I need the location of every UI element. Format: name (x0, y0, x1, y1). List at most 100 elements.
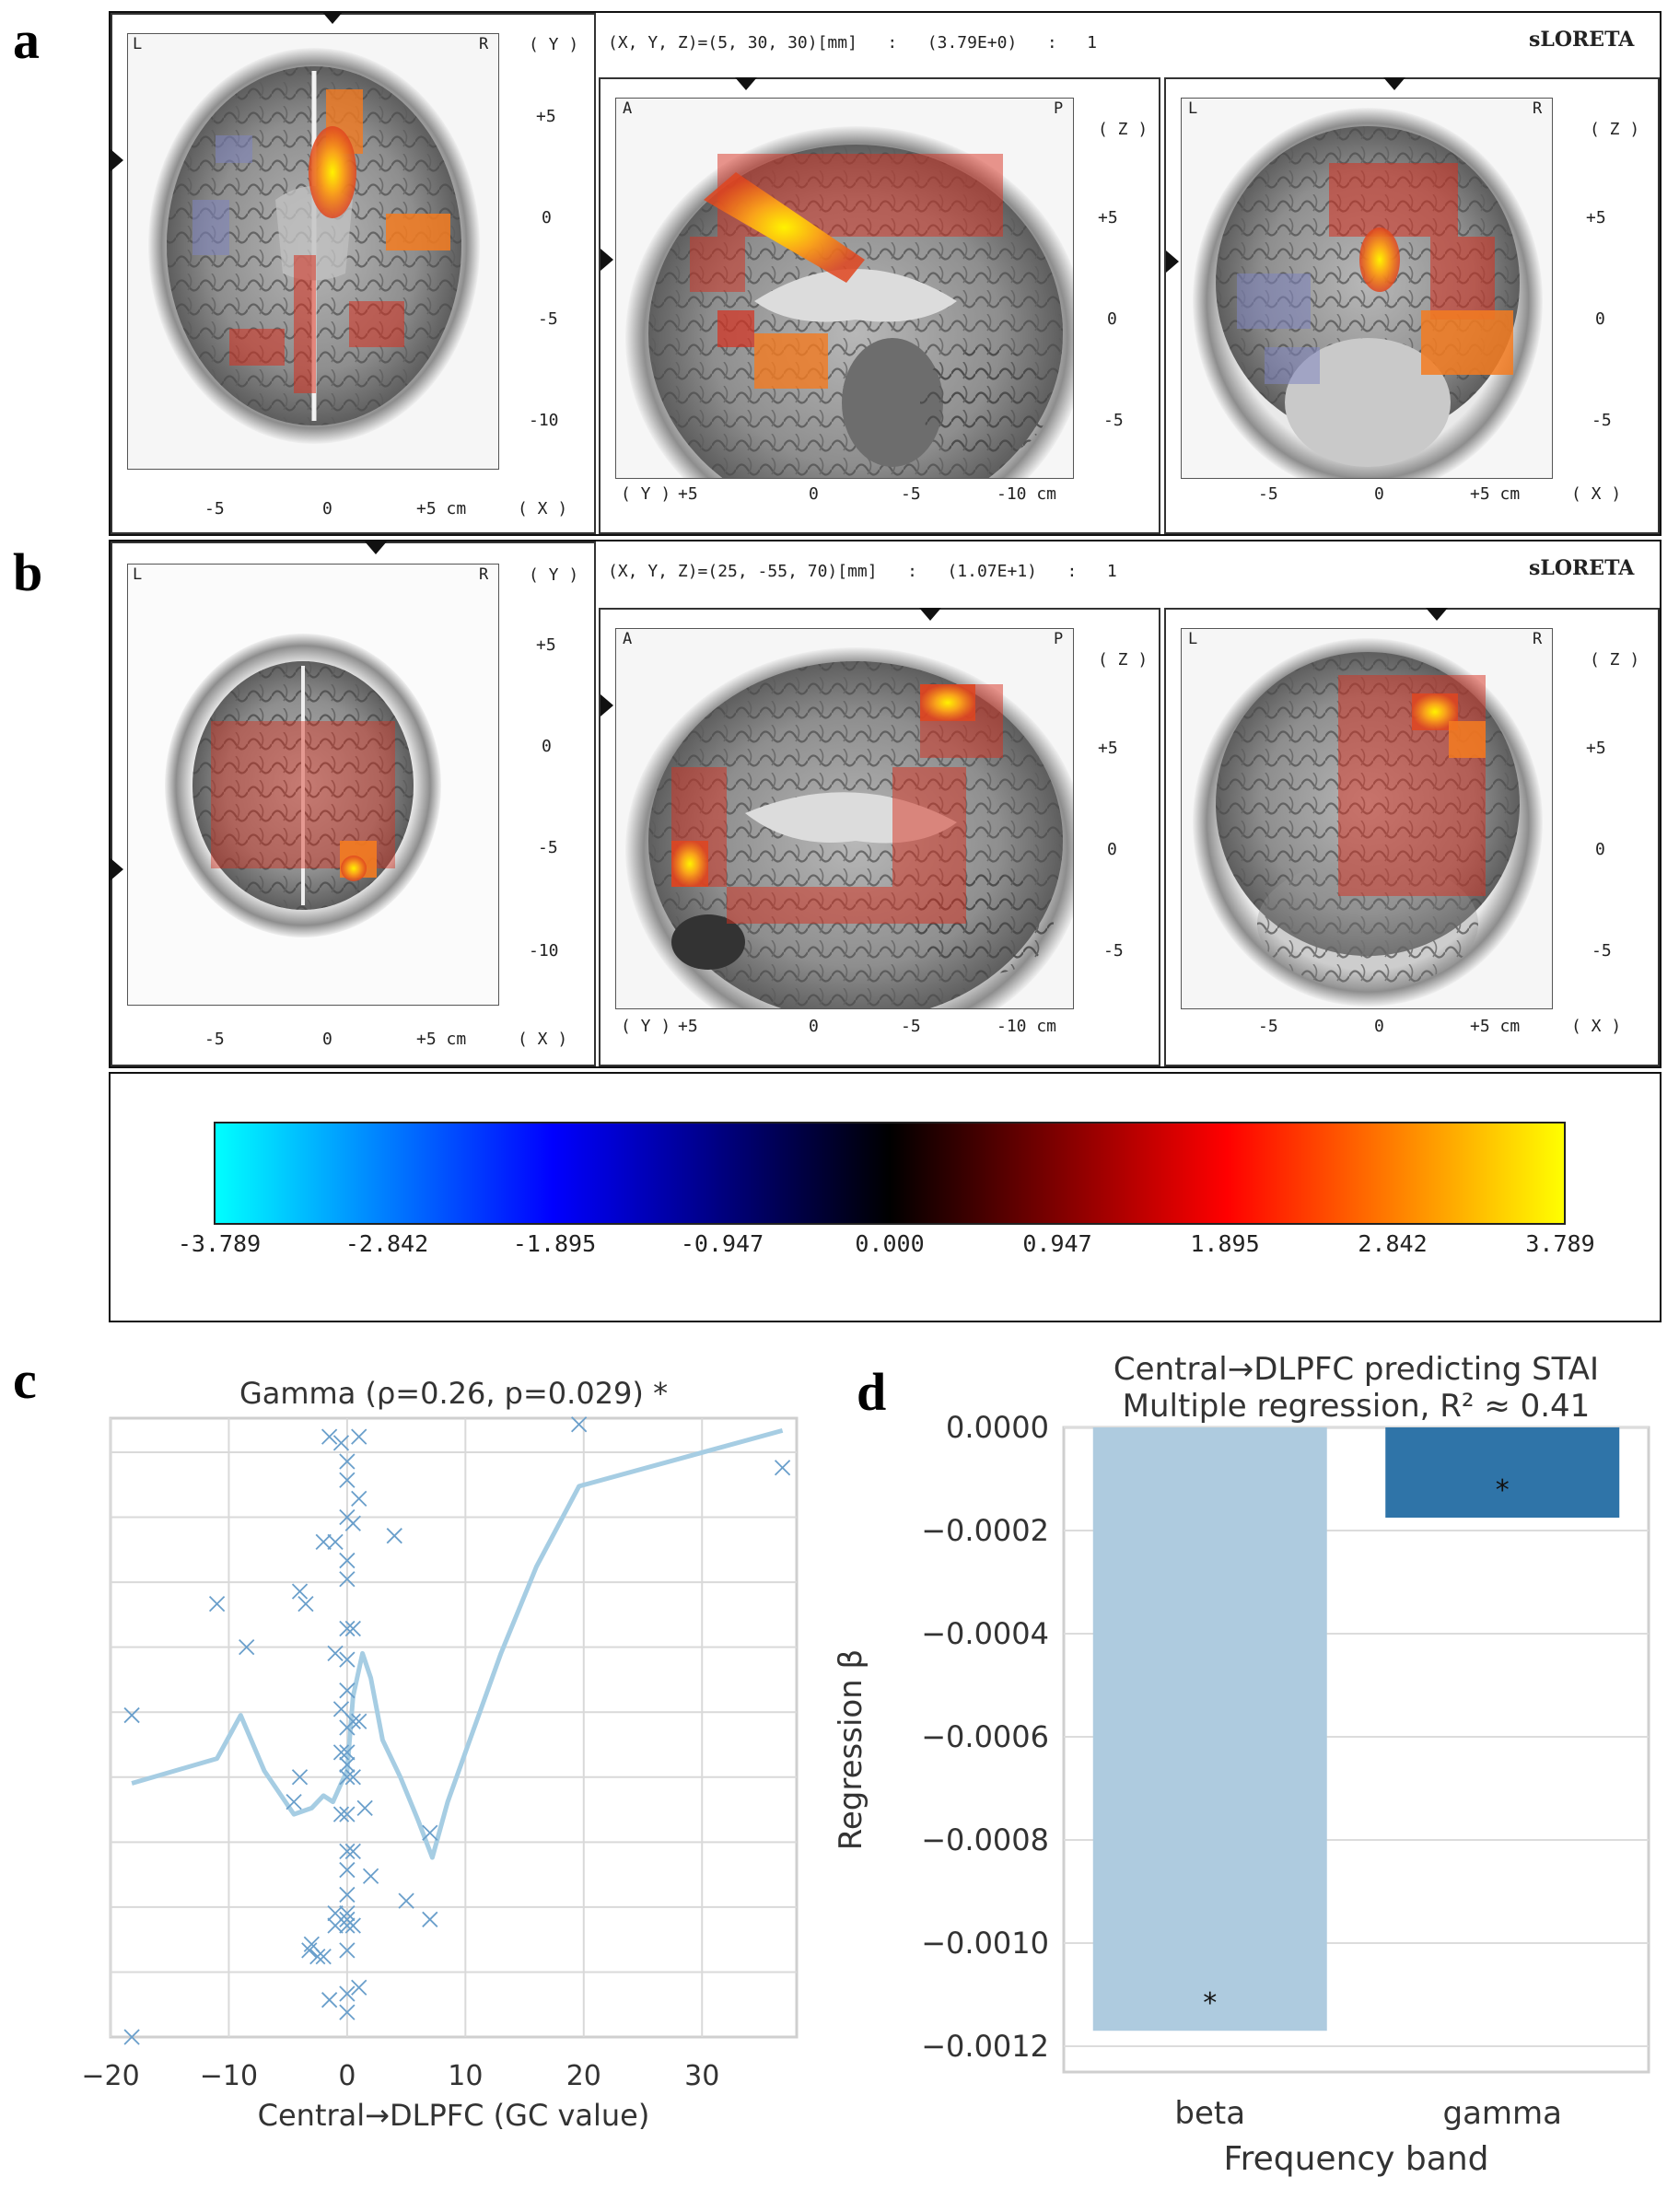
sagittal-a-ztick: +5 (1098, 208, 1118, 227)
coronal-b-ztick: 0 (1595, 840, 1605, 859)
sagittal-a-ztick: -5 (1103, 411, 1124, 430)
scatter-point (344, 1769, 361, 1786)
scatter-xtick-label: −20 (81, 2060, 139, 2092)
sagittal-image-b (615, 628, 1074, 1009)
scatter-point (332, 1435, 350, 1451)
coronal-a-left-label: L (1188, 99, 1198, 118)
scatter-point-stroke (239, 1639, 255, 1656)
scatter-point-stroke (398, 1892, 414, 1909)
scatter-point (351, 1713, 367, 1729)
scatter-point (344, 1917, 361, 1934)
bar-subtitle: Multiple regression, R² ≈ 0.41 (1123, 1388, 1591, 1425)
colorbar-tick-label: 3.789 (1525, 1230, 1595, 1257)
bar-title: Central→DLPFC predicting STAI (1114, 1354, 1599, 1388)
scatter-point (123, 2029, 140, 2045)
scatter-point-stroke (356, 1799, 373, 1816)
axial-a-ytick: -5 (538, 309, 558, 329)
coronal-b-axis-x: ( X ) (1571, 1017, 1622, 1036)
slice-marker-icon[interactable] (600, 249, 613, 271)
bar-ytick-label: −0.0010 (921, 1926, 1049, 1961)
sagittal-b-right-label: P (1054, 630, 1064, 648)
bar-category-label: beta (1174, 2095, 1245, 2132)
scatter-point (339, 1886, 356, 1903)
colorbar-tick-label: -0.947 (680, 1230, 764, 1257)
bar-ytick-label: −0.0008 (921, 1822, 1049, 1857)
scatter-point-stroke (123, 2029, 140, 2045)
colorbar-gradient (214, 1122, 1566, 1225)
bar-ytick-label: 0.0000 (946, 1410, 1049, 1445)
colorbar-tick-label: -3.789 (177, 1230, 262, 1257)
sagittal-b-ztick: -5 (1103, 941, 1124, 960)
coordinate-readout-b: (X, Y, Z)=(25, -55, 70)[mm] : (1.07E+1) … (608, 562, 1117, 581)
scatter-point-stroke (339, 1552, 356, 1569)
scatter-point (332, 1806, 350, 1822)
axial-b-ytick: -10 (529, 941, 559, 960)
slice-marker-icon[interactable] (111, 149, 123, 171)
slice-marker-icon[interactable] (1383, 77, 1405, 90)
scatter-point (339, 2004, 356, 2020)
bar-chart-regression: 0.0000 −0.0002 −0.0004 −0.0006 −0.0008 −0.001… (833, 1354, 1650, 2178)
scatter-point-stroke (339, 1756, 356, 1773)
slice-marker-icon[interactable] (1166, 250, 1179, 273)
scatter-point-stroke (339, 1904, 356, 1922)
slice-marker-icon[interactable] (919, 608, 941, 621)
sagittal-a-axis-z: ( Z ) (1098, 120, 1148, 139)
scatter-point-stroke (286, 1794, 302, 1810)
axial-a-xtick: +5 cm (416, 499, 467, 518)
sagittal-a-left-label: A (623, 99, 633, 118)
scatter-point-stroke (339, 1769, 356, 1786)
scatter-point (339, 1651, 356, 1668)
panel-letter-b: b (13, 542, 43, 602)
slice-marker-icon[interactable] (321, 11, 344, 24)
colorbar-tick-label: -1.895 (512, 1230, 597, 1257)
axial-b-axis-y: ( Y ) (529, 565, 579, 585)
coronal-a-right-label: R (1533, 99, 1543, 118)
scatter-point (339, 1472, 356, 1488)
scatter-point-stroke (315, 1533, 332, 1551)
scatter-xtick-label: 30 (684, 2060, 719, 2092)
panel-letter-a: a (13, 10, 40, 70)
sagittal-a-axis-y: ( Y ) (621, 484, 671, 504)
coronal-b-ztick: -5 (1592, 941, 1612, 960)
sagittal-b-axis-y: ( Y ) (621, 1017, 671, 1036)
axial-b-axis-x: ( X ) (518, 1030, 568, 1049)
slice-marker-icon[interactable] (1426, 608, 1448, 621)
scatter-point-stroke (315, 1949, 332, 1965)
scatter-xtick-label: −10 (200, 2060, 258, 2092)
scatter-point (291, 1583, 309, 1600)
scatter-point (315, 1949, 332, 1965)
scatter-point-stroke (339, 1620, 356, 1637)
axial-image-a (127, 33, 499, 470)
scatter-point-stroke (339, 1886, 356, 1903)
scatter-point-stroke (208, 1595, 226, 1612)
bar-beta (1092, 1427, 1327, 2032)
scatter-point (332, 1744, 350, 1761)
scatter-point-stroke (351, 1490, 367, 1507)
coronal-a-ztick: +5 (1586, 208, 1606, 227)
scatter-chart-gamma: −20 −10 0 10 20 30 Gamma (ρ=0.26, p=0.029) * Ce… (81, 1376, 799, 2133)
scatter-point-stroke (327, 1645, 344, 1661)
sagittal-b-axis-z: ( Z ) (1098, 650, 1148, 669)
scatter-point-stroke (327, 1533, 344, 1551)
bar-xlabel: Frequency band (1224, 2140, 1489, 2178)
scatter-point-stroke (303, 1936, 320, 1952)
scatter-point-stroke (774, 1460, 791, 1476)
scatter-point-stroke (339, 1806, 356, 1822)
axial-b-ytick: 0 (542, 737, 552, 756)
slice-marker-icon[interactable] (600, 694, 613, 716)
coronal-a-axis-x: ( X ) (1571, 484, 1622, 504)
slice-marker-icon[interactable] (735, 77, 757, 90)
scatter-point-stroke (344, 1843, 361, 1860)
coronal-a-xtick: +5 cm (1470, 484, 1521, 504)
scatter-point (571, 1416, 588, 1433)
slice-marker-icon[interactable] (365, 541, 387, 554)
scatter-point (339, 1620, 356, 1637)
coordinate-readout-a: (X, Y, Z)=(5, 30, 30)[mm] : (3.79E+0) : … (608, 33, 1098, 52)
axial-a-axis-y: ( Y ) (529, 35, 579, 54)
slice-marker-icon[interactable] (111, 858, 123, 880)
scatter-point (301, 1942, 318, 1959)
coronal-a-xtick: -5 (1258, 484, 1278, 504)
scatter-point (339, 1756, 356, 1773)
scatter-point (327, 1645, 344, 1661)
scatter-point-stroke (344, 1713, 361, 1729)
